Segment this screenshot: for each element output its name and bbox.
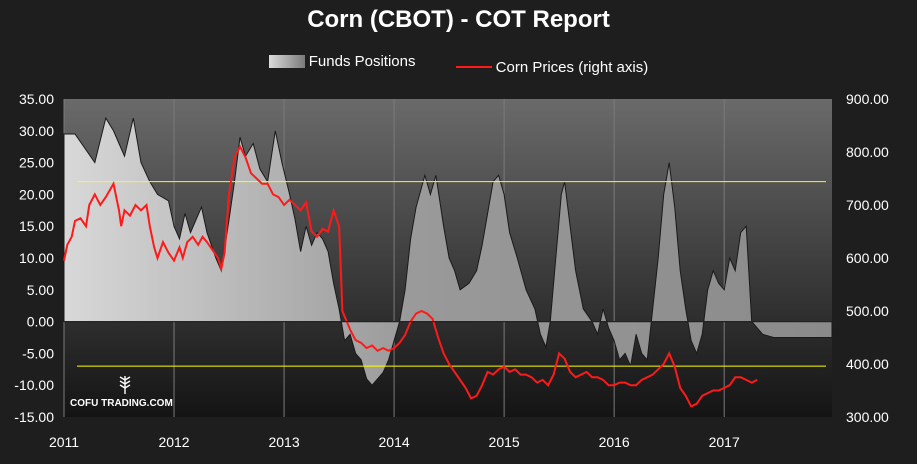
price-line [63,144,758,408]
y-right-tick-label: 900.00 [846,91,889,107]
y-right-tick-label: 300.00 [846,409,889,425]
x-tick-label: 2014 [379,434,410,450]
x-tick-label: 2017 [709,434,740,450]
y-right-tick-label: 700.00 [846,197,889,213]
y-right-tick-label: 600.00 [846,250,889,266]
legend-swatch-area [268,55,305,68]
y-right-tick-label: 800.00 [846,144,889,160]
watermark: COFU TRADING.COM [70,398,173,409]
legend-item-prices: Corn Prices (right axis) [455,58,649,76]
x-tick-label: 2012 [158,434,189,450]
legend-swatch-line [455,66,492,68]
chart-title: Corn (CBOT) - COT Report [307,6,610,33]
y-left-tick-label: 5.00 [27,282,54,298]
legend: Funds Positions Corn Prices (right axis) [0,53,917,76]
legend-label-funds: Funds Positions [308,53,416,70]
legend-label-prices: Corn Prices (right axis) [495,58,649,76]
x-tick-label: 2016 [599,434,630,450]
y-left-tick-label: 25.00 [19,155,54,171]
y-left-tick-label: 15.00 [19,218,54,234]
axis-layer: 35.00 30.00 25.00 20.00 15.00 10.00 5.00 0.00 -5… [14,91,889,450]
y-left-tick-label: -15.00 [14,409,54,425]
wheat-icon [119,376,131,394]
x-tick-label: 2015 [489,434,520,450]
funds-area [63,116,833,386]
y-left-tick-label: 0.00 [27,314,54,330]
y-right-tick-label: 500.00 [846,303,889,319]
x-tick-label: 2013 [268,434,299,450]
y-right-tick-label: 400.00 [846,356,889,372]
y-left-tick-label: 10.00 [19,250,54,266]
y-left-tick-label: 20.00 [19,186,54,202]
y-left-tick-label: -10.00 [14,377,54,393]
x-tick-label: 2011 [49,434,79,450]
y-left-tick-label: 35.00 [19,91,54,107]
y-left-tick-label: 30.00 [19,123,54,139]
y-left-tick-label: -5.00 [22,345,54,361]
legend-item-funds: Funds Positions [268,53,416,70]
